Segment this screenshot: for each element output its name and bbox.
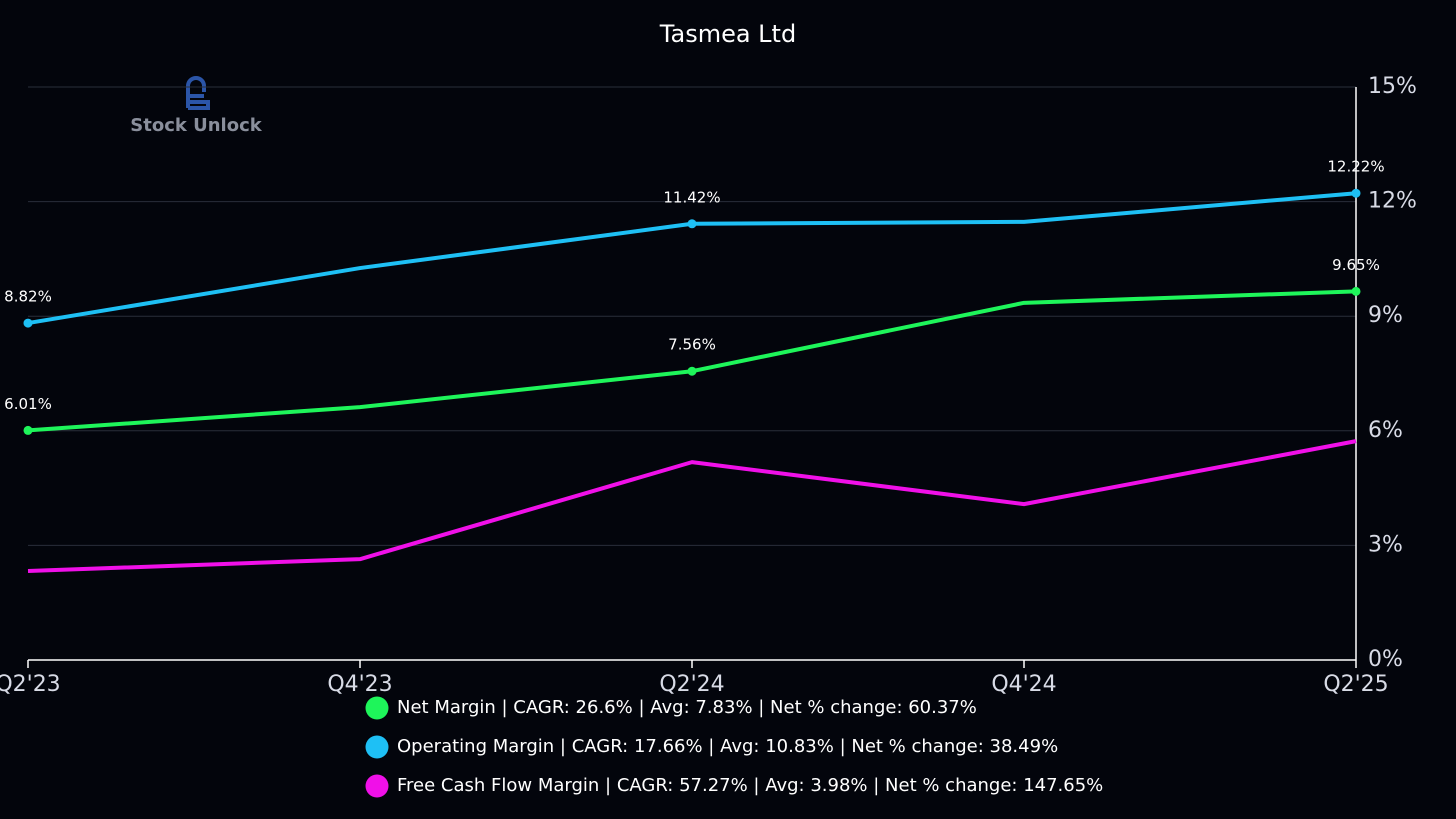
y-tick-label: 6% [1368, 418, 1403, 443]
data-label: 9.65% [1332, 256, 1380, 274]
series-line [27, 439, 1357, 573]
point [23, 318, 33, 328]
data-label: 11.42% [663, 188, 720, 206]
point [687, 366, 697, 376]
data-label: 8.82% [4, 288, 52, 306]
x-tick-label: Q2'23 [0, 672, 61, 697]
watermark-icon [186, 76, 210, 110]
y-tick-label: 9% [1368, 303, 1403, 328]
x-tick-label: Q4'23 [327, 672, 392, 697]
point [1351, 286, 1361, 296]
legend-label: Operating Margin | CAGR: 17.66% | Avg: 1… [397, 736, 1058, 757]
legend-marker [365, 735, 389, 759]
legend-marker [365, 774, 389, 798]
data-label: 12.22% [1327, 158, 1384, 176]
x-tick-label: Q2'24 [659, 672, 724, 697]
point [687, 219, 697, 229]
y-tick-label: 3% [1368, 532, 1403, 557]
watermark: Stock Unlock [130, 115, 262, 136]
data-label: 6.01% [4, 395, 52, 413]
point [23, 425, 33, 435]
y-tick-label: 0% [1368, 647, 1403, 672]
legend-marker [365, 696, 389, 720]
y-tick-label: 12% [1368, 189, 1417, 214]
y-tick-label: 15% [1368, 74, 1417, 99]
legend-label: Net Margin | CAGR: 26.6% | Avg: 7.83% | … [397, 697, 977, 718]
point [1351, 188, 1361, 198]
x-tick-label: Q2'25 [1323, 672, 1388, 697]
data-label: 7.56% [668, 336, 716, 354]
x-tick-label: Q4'24 [991, 672, 1056, 697]
chart-title: Tasmea Ltd [659, 20, 796, 48]
legend-label: Free Cash Flow Margin | CAGR: 57.27% | A… [397, 775, 1103, 796]
